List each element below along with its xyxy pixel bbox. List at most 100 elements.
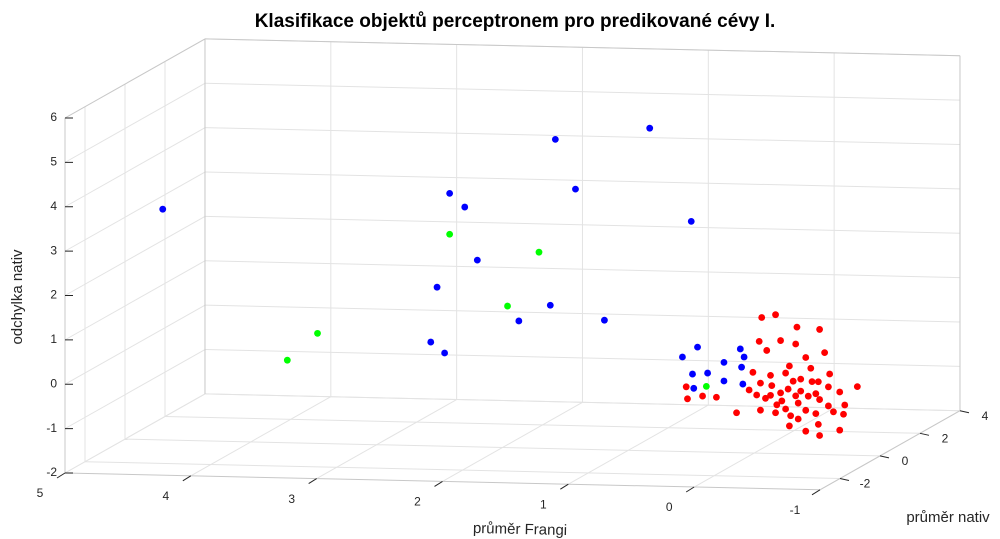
point <box>762 394 769 402</box>
grid-line <box>204 349 960 367</box>
grid-line <box>64 304 206 385</box>
tick-mark <box>839 478 850 481</box>
grid-line <box>204 304 960 323</box>
point <box>789 377 797 385</box>
axis-line <box>819 410 961 491</box>
x-tick-label: 0 <box>666 500 673 514</box>
point <box>807 364 815 372</box>
point <box>816 396 823 403</box>
grid-line <box>204 260 960 279</box>
point <box>733 409 740 417</box>
point <box>515 317 523 325</box>
point <box>816 326 823 333</box>
point <box>601 316 608 324</box>
point <box>546 301 554 309</box>
point <box>814 378 822 386</box>
x-tick-label: 1 <box>540 497 547 511</box>
tick-mark <box>959 410 970 414</box>
point <box>794 415 802 423</box>
x-tick-label: -1 <box>790 503 801 517</box>
grid-line <box>204 393 960 412</box>
z-axis-label: odchylka nativ <box>9 249 26 345</box>
chart-title: Klasifikace objektů perceptronem pro pre… <box>255 11 776 32</box>
tick-mark <box>308 478 317 485</box>
y-tick-label: 0 <box>902 454 909 468</box>
grid-line <box>204 127 960 145</box>
point <box>778 397 786 405</box>
point <box>757 379 764 387</box>
point <box>853 383 861 391</box>
z-tick-label: -2 <box>46 465 57 479</box>
grid-line <box>64 215 206 296</box>
z-tick-label: 0 <box>50 376 57 390</box>
point <box>826 370 834 378</box>
point <box>720 358 728 366</box>
point <box>753 391 761 399</box>
point <box>802 427 810 435</box>
x-tick-label: 4 <box>162 489 169 503</box>
point <box>808 378 816 386</box>
point <box>699 392 706 400</box>
point <box>777 337 784 344</box>
point <box>797 387 805 395</box>
point <box>535 248 543 256</box>
point <box>441 349 449 357</box>
point <box>777 389 784 397</box>
point <box>836 426 844 434</box>
point <box>792 392 800 400</box>
z-tick-label: 2 <box>50 288 57 302</box>
grid-line <box>568 404 709 485</box>
grid-line <box>84 461 841 480</box>
point <box>694 343 701 351</box>
point <box>684 395 691 403</box>
x-axis-label: průměr Frangi <box>473 520 568 539</box>
grid-line <box>190 396 332 477</box>
point <box>830 408 837 416</box>
point <box>758 314 766 321</box>
point <box>821 349 829 357</box>
point <box>825 402 832 410</box>
point <box>772 311 779 319</box>
tick-mark <box>182 475 192 482</box>
point <box>739 380 747 388</box>
grid-line <box>164 416 920 434</box>
grid-line <box>64 393 206 474</box>
grid-line <box>64 349 206 430</box>
tick-mark <box>811 489 821 496</box>
grid-line <box>64 171 206 252</box>
z-tick-label: 4 <box>50 199 57 213</box>
point <box>782 405 790 413</box>
point <box>787 412 795 420</box>
point <box>755 337 763 345</box>
point <box>738 363 745 371</box>
point <box>773 401 781 409</box>
x-tick-label: 3 <box>288 492 295 506</box>
tick-mark <box>56 472 66 479</box>
point <box>784 385 792 393</box>
point <box>736 345 744 353</box>
point <box>314 329 321 337</box>
point <box>713 393 720 401</box>
point <box>689 370 696 378</box>
point <box>159 205 167 213</box>
x-tick-label: 5 <box>37 486 44 500</box>
axis-line <box>204 38 960 57</box>
grid-line <box>693 407 835 488</box>
point <box>433 283 441 291</box>
y-tick-label: 2 <box>942 431 949 445</box>
point <box>504 302 511 310</box>
z-tick-label: -1 <box>46 421 57 435</box>
point <box>740 353 748 361</box>
point <box>797 375 805 383</box>
point <box>461 203 469 211</box>
point <box>794 399 802 407</box>
point <box>679 353 686 361</box>
point <box>825 383 832 391</box>
point <box>812 410 820 418</box>
y-tick-label: -2 <box>860 477 871 491</box>
point <box>767 391 774 399</box>
point <box>841 401 849 409</box>
point <box>767 371 774 379</box>
tick-mark <box>685 486 695 493</box>
point <box>792 340 800 348</box>
